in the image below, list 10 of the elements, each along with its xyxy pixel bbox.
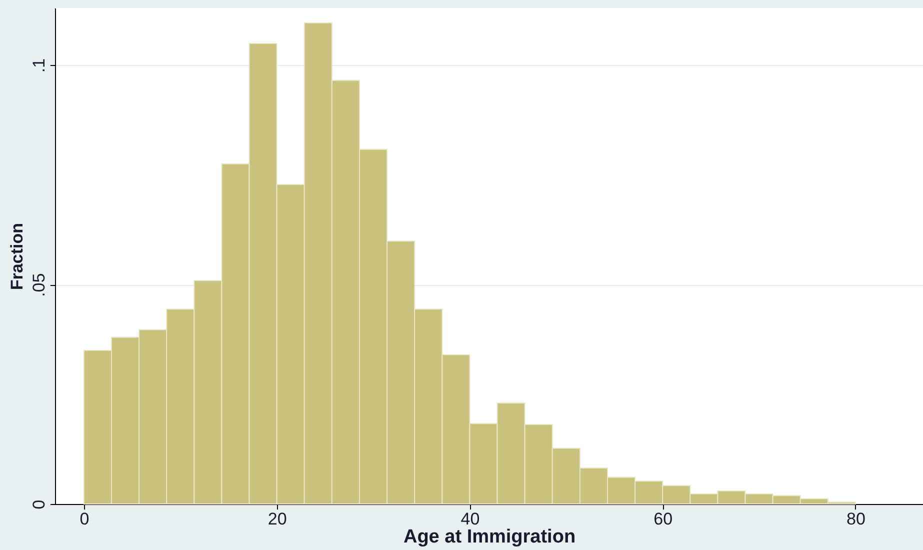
x-tick-label: 0 [80, 510, 90, 528]
x-axis-title: Age at Immigration [403, 526, 576, 548]
y-axis-title: Fraction [8, 222, 26, 290]
y-tick-label: .05 [30, 273, 48, 297]
x-tick-label: 20 [268, 510, 287, 528]
x-tick-label: 80 [846, 510, 866, 528]
x-tick-label: 60 [654, 510, 673, 528]
y-tick-label: .1 [30, 58, 48, 73]
x-tick-label: 40 [460, 510, 480, 528]
y-tick-label: 0 [30, 500, 48, 510]
